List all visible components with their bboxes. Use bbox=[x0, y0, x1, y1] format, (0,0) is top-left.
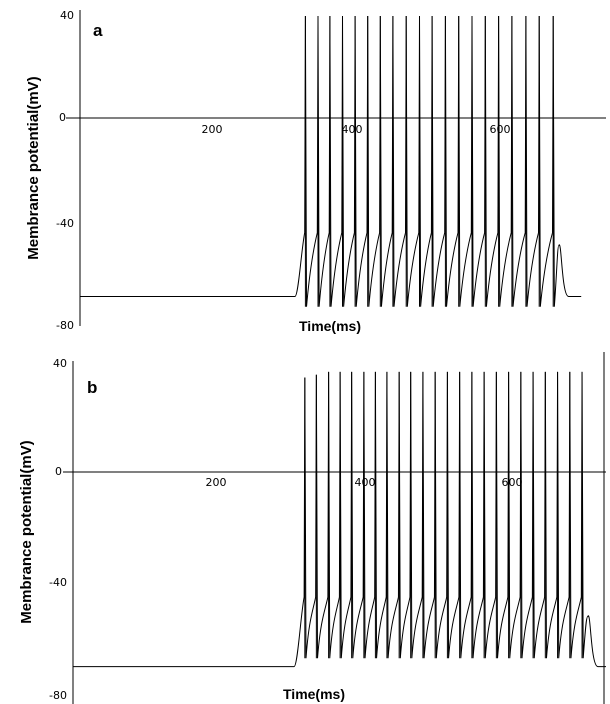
panel-a-trace bbox=[80, 15, 582, 307]
panel-a-x-axis-label: Time(ms) bbox=[299, 318, 361, 334]
panel-b-y-axis-label: Membrance potential(mV) bbox=[18, 440, 35, 623]
panel-a-label: a bbox=[93, 21, 103, 40]
panel-b-ytick-neg80: -80 bbox=[49, 689, 67, 702]
panel-b-ytick-40: 40 bbox=[53, 357, 67, 370]
panel-a-y-axis-label: Membrance potential(mV) bbox=[25, 76, 42, 259]
panel-b-ytick-0: 0 bbox=[55, 465, 62, 478]
membrane-potential-line bbox=[80, 15, 582, 307]
panel-b-xtick-400: 400 bbox=[355, 476, 376, 489]
panel-a-ytick-neg80: -80 bbox=[56, 319, 74, 332]
panel-b-x-axis-label: Time(ms) bbox=[283, 686, 345, 702]
panel-a-xtick-200: 200 bbox=[202, 123, 223, 136]
panel-a-xtick-600: 600 bbox=[490, 123, 511, 136]
panel-a-ytick-neg40: -40 bbox=[56, 217, 74, 230]
panel-b-xtick-200: 200 bbox=[206, 476, 227, 489]
panel-a-ytick-40: 40 bbox=[60, 9, 74, 22]
panel-b-ytick-neg40: -40 bbox=[49, 576, 67, 589]
membrane-potential-line bbox=[73, 371, 606, 668]
panel-a-ytick-0: 0 bbox=[59, 111, 66, 124]
panel-a: a 40 0 -40 -80 200 400 600 Membrance pot… bbox=[25, 9, 606, 334]
panel-b-label: b bbox=[87, 378, 97, 397]
panel-a-xtick-400: 400 bbox=[342, 123, 363, 136]
panel-b-trace bbox=[73, 371, 606, 668]
panel-b-xtick-600: 600 bbox=[502, 476, 523, 489]
panel-b: b 40 0 -40 -80 200 400 600 Membrance pot… bbox=[18, 352, 606, 704]
